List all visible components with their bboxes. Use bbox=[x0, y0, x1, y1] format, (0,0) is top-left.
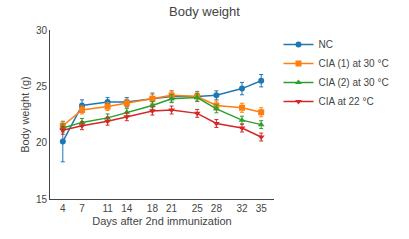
svg-text:28: 28 bbox=[211, 203, 223, 214]
svg-text:20: 20 bbox=[36, 137, 48, 148]
svg-text:35: 35 bbox=[256, 203, 268, 214]
svg-text:30: 30 bbox=[36, 25, 48, 36]
svg-text:Body weight: Body weight bbox=[169, 4, 240, 19]
svg-text:21: 21 bbox=[166, 203, 178, 214]
svg-text:25: 25 bbox=[192, 203, 204, 214]
svg-text:32: 32 bbox=[236, 203, 248, 214]
svg-text:Days after 2nd immunization: Days after 2nd immunization bbox=[92, 215, 231, 227]
svg-text:18: 18 bbox=[147, 203, 159, 214]
svg-text:4: 4 bbox=[60, 203, 66, 214]
svg-text:NC: NC bbox=[318, 39, 332, 50]
svg-text:CIA at 22 °C: CIA at 22 °C bbox=[318, 96, 373, 107]
svg-text:7: 7 bbox=[79, 203, 85, 214]
svg-text:Body weight (g): Body weight (g) bbox=[19, 76, 31, 152]
svg-text:14: 14 bbox=[121, 203, 133, 214]
svg-text:CIA (2) at 30 °C: CIA (2) at 30 °C bbox=[318, 77, 388, 88]
svg-text:25: 25 bbox=[36, 81, 48, 92]
svg-text:15: 15 bbox=[36, 194, 48, 205]
svg-text:11: 11 bbox=[102, 203, 113, 214]
svg-text:CIA (1) at 30 °C: CIA (1) at 30 °C bbox=[318, 58, 388, 69]
